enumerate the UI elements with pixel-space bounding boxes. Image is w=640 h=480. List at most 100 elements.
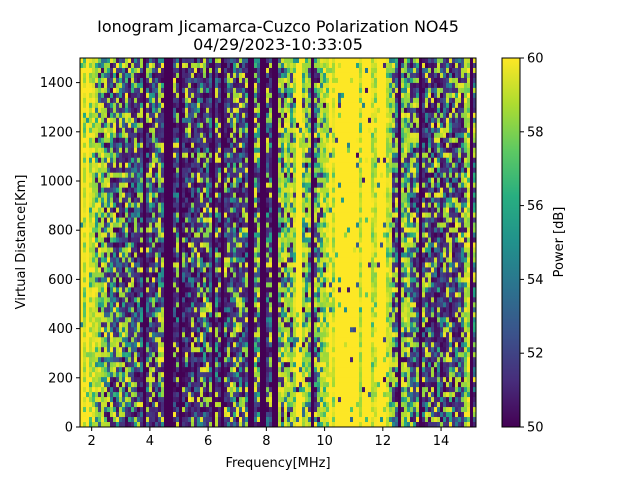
heatmap-cell [263, 372, 267, 378]
heatmap-cell [164, 197, 168, 204]
heatmap-cell [125, 382, 129, 388]
heatmap-cell [86, 67, 90, 74]
heatmap-cell [212, 117, 216, 124]
heatmap-cell [164, 97, 168, 104]
heatmap-cell [185, 137, 189, 144]
heatmap-cell [272, 307, 276, 313]
heatmap-cell [170, 232, 174, 238]
heatmap-cell [122, 58, 126, 64]
heatmap-cell [125, 297, 129, 303]
heatmap-cell [125, 277, 129, 283]
heatmap-cell [233, 232, 237, 238]
heatmap-cell [140, 77, 144, 84]
heatmap-cell [209, 277, 213, 283]
heatmap-cell [278, 187, 282, 194]
heatmap-cell [140, 307, 144, 313]
heatmap-cell [257, 352, 261, 358]
heatmap-cell [170, 157, 174, 164]
heatmap-cell [92, 132, 96, 139]
heatmap-cell [263, 302, 267, 308]
heatmap-cell [221, 72, 225, 79]
heatmap-cell [269, 337, 273, 343]
heatmap-cell [254, 297, 258, 303]
heatmap-cell [173, 317, 177, 323]
heatmap-cell [89, 92, 93, 99]
heatmap-cell [215, 212, 219, 218]
heatmap-cell [269, 77, 273, 84]
heatmap-cell [221, 177, 225, 184]
heatmap-cell [95, 137, 99, 144]
heatmap-cell [221, 247, 225, 253]
heatmap-cell [128, 422, 132, 428]
heatmap-cell [113, 282, 117, 288]
heatmap-cell [143, 312, 147, 318]
heatmap-cell [248, 382, 252, 388]
heatmap-cell [221, 337, 225, 343]
heatmap-cell [218, 137, 222, 144]
heatmap-cell [104, 212, 108, 218]
heatmap-cell [281, 222, 285, 228]
heatmap-cell [266, 377, 270, 383]
heatmap-cell [170, 92, 174, 99]
heatmap-cell [101, 147, 105, 154]
heatmap-cell [209, 197, 213, 204]
heatmap-cell [230, 252, 234, 258]
heatmap-cell [95, 237, 99, 243]
heatmap-cell [146, 162, 150, 169]
heatmap-cell [155, 72, 159, 79]
heatmap-cell [236, 397, 240, 403]
heatmap-cell [221, 377, 225, 383]
heatmap-cell [194, 247, 198, 253]
heatmap-cell [275, 292, 279, 298]
heatmap-cell [176, 382, 180, 388]
heatmap-cell [161, 127, 165, 134]
heatmap-cell [86, 147, 90, 154]
heatmap-cell [194, 417, 198, 423]
heatmap-plot-area[interactable] [80, 58, 477, 428]
heatmap-cell [107, 132, 111, 139]
heatmap-cell [86, 112, 90, 119]
heatmap-cell [254, 377, 258, 383]
heatmap-cell [248, 287, 252, 293]
heatmap-cell [254, 317, 258, 323]
heatmap-cell [110, 97, 114, 104]
heatmap-cell [116, 257, 120, 263]
heatmap-cell [257, 277, 261, 283]
heatmap-cell [104, 237, 108, 243]
heatmap-cell [185, 267, 189, 273]
heatmap-cell [227, 277, 231, 283]
heatmap-cell [86, 252, 90, 258]
heatmap-cell [107, 212, 111, 218]
heatmap-cell [161, 377, 165, 383]
heatmap-cell [182, 102, 186, 109]
heatmap-cell [248, 72, 252, 79]
heatmap-cell [275, 232, 279, 238]
heatmap-cell [203, 342, 207, 348]
heatmap-cell [275, 227, 279, 233]
heatmap-cell [194, 167, 198, 174]
heatmap-cell [101, 267, 105, 273]
heatmap-cell [224, 72, 228, 79]
heatmap-cell [122, 352, 126, 358]
heatmap-cell [245, 67, 249, 74]
heatmap-cell [170, 332, 174, 338]
heatmap-cell [218, 407, 222, 413]
heatmap-cell [203, 147, 207, 154]
heatmap-cell [197, 252, 201, 258]
heatmap-cell [176, 302, 180, 308]
heatmap-cell [236, 237, 240, 243]
heatmap-cell [107, 302, 111, 308]
heatmap-cell [254, 237, 258, 243]
heatmap-cell [185, 127, 189, 134]
heatmap-cell [143, 182, 147, 189]
heatmap-cell [167, 232, 171, 238]
heatmap-cell [209, 402, 213, 408]
heatmap-cell [212, 312, 216, 318]
heatmap-cell [164, 142, 168, 149]
heatmap-cell [110, 147, 114, 154]
heatmap-cell [266, 347, 270, 353]
heatmap-cell [101, 87, 105, 94]
heatmap-cell [236, 127, 240, 134]
heatmap-cell [254, 122, 258, 129]
heatmap-cell [122, 252, 126, 258]
